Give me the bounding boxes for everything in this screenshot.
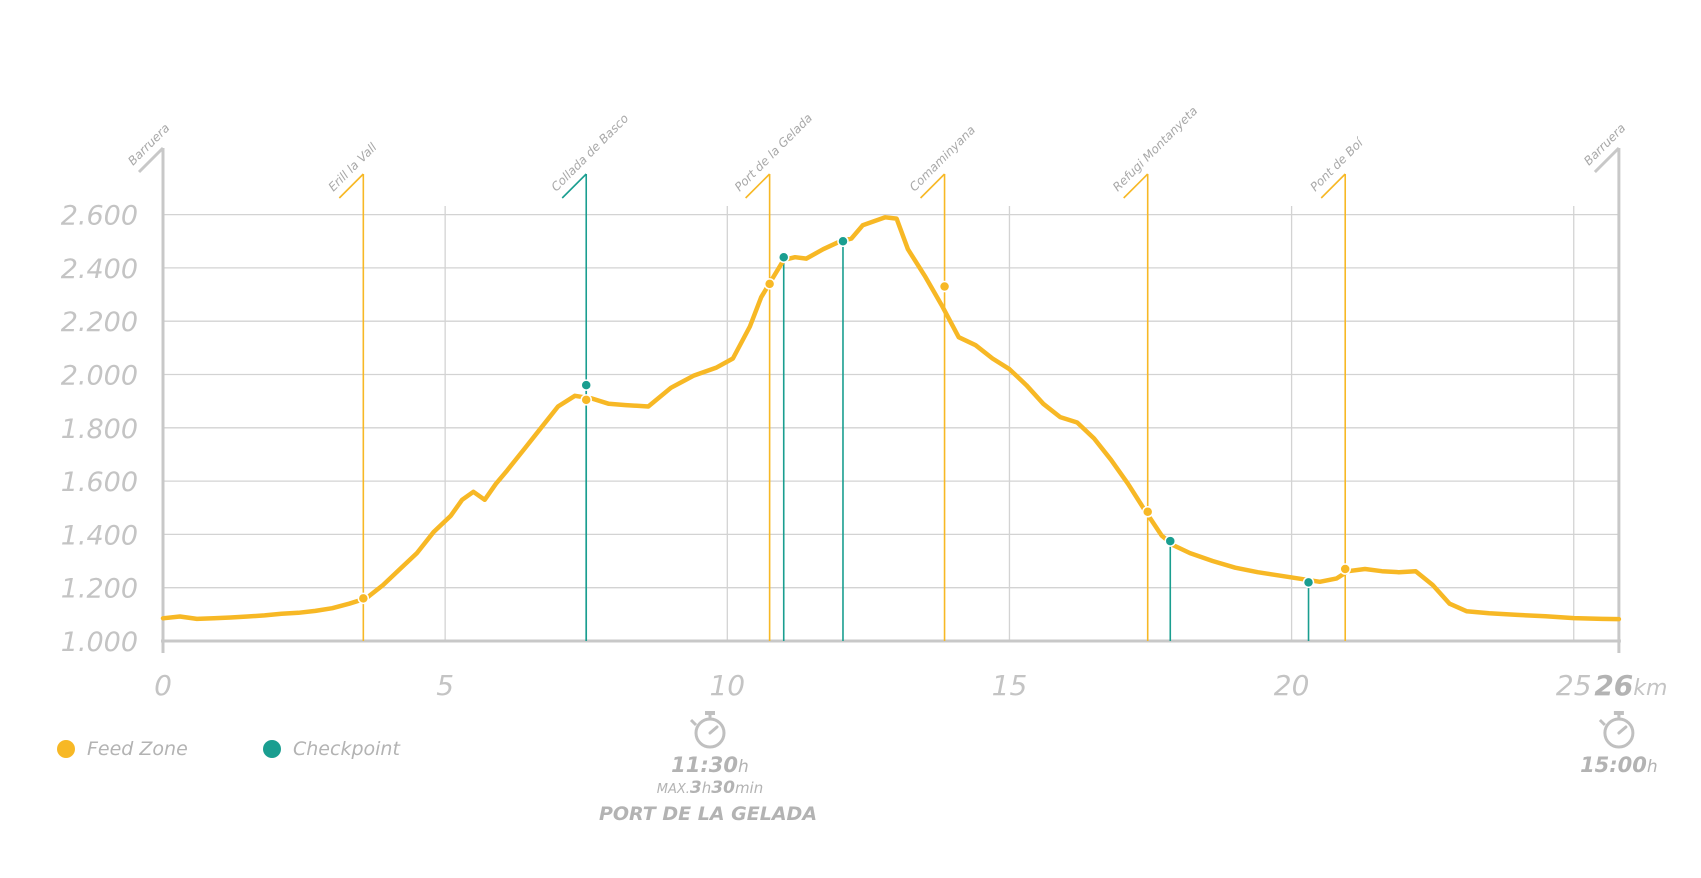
cutoff-max-duration: MAX.3h30min	[657, 778, 763, 798]
legend-feed-swatch	[57, 740, 75, 758]
stopwatch-button	[1613, 711, 1624, 715]
waypoint-label: Collada de Basco	[548, 111, 631, 194]
y-tick-label: 2.600	[61, 201, 138, 232]
waypoint-lines-layer: Barruera Erill la Vall Collada de Basco Por…	[125, 104, 1628, 641]
cutoff-time-unit: h	[738, 757, 749, 777]
x-tick-label: 20	[1274, 669, 1310, 702]
cutoff-max-minutes: 30	[711, 778, 735, 798]
y-tick-label: 1.600	[61, 467, 138, 498]
cutoff-max-prefix: MAX.	[657, 782, 690, 797]
checkpoint-marker	[1164, 535, 1177, 547]
cutoff-time: 11:30h	[671, 753, 749, 777]
cutoff-max-hours: 3	[690, 778, 702, 798]
stopwatch-side-button	[689, 718, 698, 727]
feed-zone-marker	[938, 280, 951, 293]
legend-checkpoint-label: Checkpoint	[293, 738, 401, 760]
feed-zone-marker	[580, 394, 592, 406]
stopwatch-icon	[1598, 711, 1635, 749]
waypoint-flag	[745, 173, 771, 199]
x-tick-label: 5	[436, 669, 454, 702]
x-end-label: 26km	[1594, 669, 1667, 702]
waypoint-label: Refugi Montanyeta	[1110, 104, 1200, 194]
legend-checkpoint-swatch	[263, 740, 281, 758]
waypoint-label: Pont de Boí	[1307, 135, 1366, 194]
waypoint-label: Comaminyana	[907, 123, 978, 194]
cutoff-max-minutes-unit: min	[735, 779, 763, 797]
cutoff-max-hours-unit: h	[702, 779, 712, 797]
grid-layer	[161, 148, 1621, 653]
waypoint-flag	[561, 173, 587, 199]
x-tick-label: 10	[709, 669, 745, 702]
x-end-value: 26	[1594, 669, 1633, 702]
y-tick-label: 1.800	[61, 414, 138, 445]
waypoint-label: Port de la Gelada	[732, 111, 815, 194]
checkpoint-marker	[1302, 576, 1315, 589]
y-tick-label: 2.200	[61, 307, 138, 338]
waypoint-flag	[1123, 173, 1149, 199]
cutoff-time-unit: h	[1647, 757, 1658, 777]
stopwatch-icon	[689, 711, 726, 749]
legend: Feed Zone Checkpoint	[57, 738, 401, 760]
marker-layer	[357, 235, 1351, 605]
checkpoint-marker	[837, 235, 849, 247]
feed-zone-marker	[763, 278, 776, 290]
stopwatch-button	[705, 711, 715, 715]
feed-zone-marker	[1339, 563, 1351, 575]
x-end-unit: km	[1633, 676, 1667, 701]
y-tick-label: 1.200	[61, 574, 138, 605]
y-tick-label: 1.000	[61, 627, 138, 658]
feed-zone-marker	[357, 592, 370, 605]
waypoint-flag	[137, 146, 165, 174]
stopwatch-hand	[708, 725, 719, 735]
cutoff-place: PORT DE LA GELADA	[599, 803, 817, 825]
cutoff-time-value: 15:00	[1580, 753, 1647, 777]
waypoint-flag	[1593, 146, 1620, 174]
elevation-line	[160, 215, 1622, 622]
waypoint-flag	[1320, 173, 1346, 199]
cutoff-time-value: 11:30	[671, 753, 738, 777]
waypoint-label: Erill la Vall	[326, 140, 380, 194]
y-tick-label: 1.400	[61, 520, 138, 551]
x-tick-label: 25	[1556, 669, 1592, 702]
axis-labels-layer: 1.000 1.200 1.400 1.600 1.800 2.000 2.200 2.400…	[61, 201, 1668, 702]
legend-feed-label: Feed Zone	[87, 738, 188, 760]
y-tick-label: 2.400	[61, 254, 138, 285]
stopwatch-hand	[1617, 725, 1628, 735]
x-tick-label: 0	[154, 669, 172, 702]
checkpoint-marker	[580, 379, 592, 391]
cutoff-time: 15:00h	[1580, 753, 1658, 777]
waypoint-flag	[919, 173, 946, 199]
x-tick-label: 15	[992, 669, 1028, 702]
checkpoint-marker	[777, 251, 790, 263]
waypoint-flag	[338, 173, 364, 199]
y-tick-label: 2.000	[61, 361, 138, 392]
stopwatch-side-button	[1598, 718, 1606, 727]
profile-layer	[160, 215, 1622, 622]
feed-zone-marker	[1141, 505, 1154, 518]
